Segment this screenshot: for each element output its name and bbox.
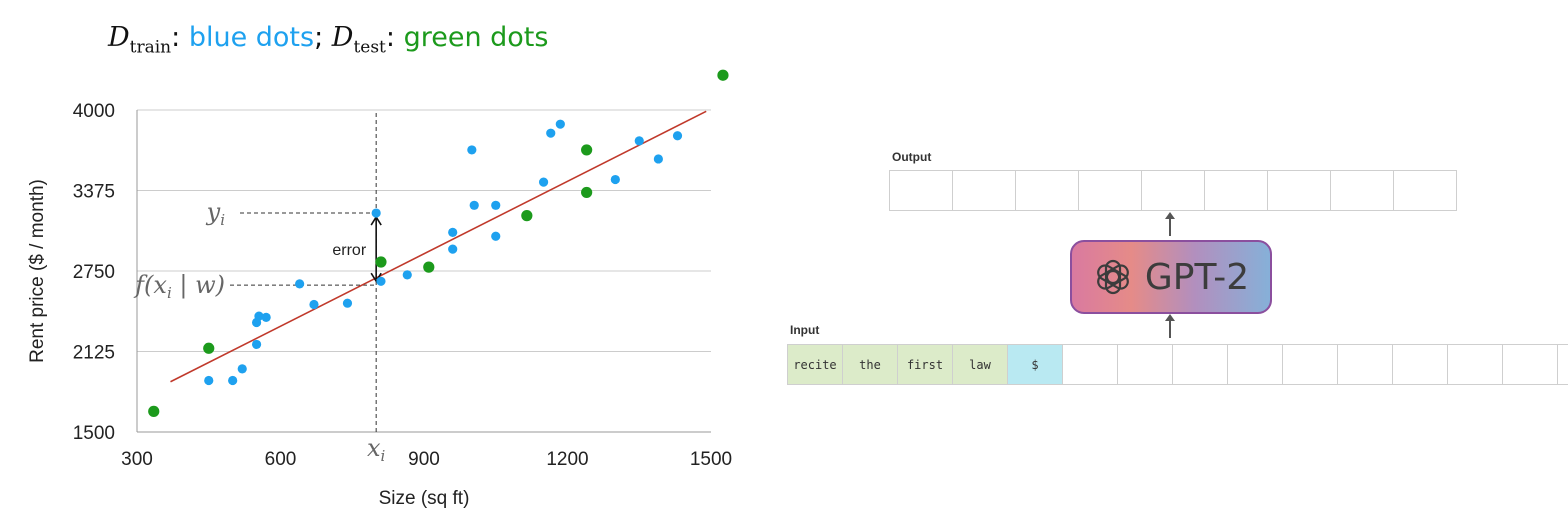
error-arrowhead-down <box>370 272 382 283</box>
input-token-cell <box>1447 344 1503 385</box>
input-token-row: recite the first law $ <box>787 344 1568 385</box>
input-token-cell <box>1337 344 1393 385</box>
train-point <box>376 276 386 286</box>
train-point <box>251 339 262 350</box>
train-point <box>295 279 305 289</box>
train-point <box>371 208 381 218</box>
x-tick-label: 1200 <box>546 449 588 470</box>
output-token-cell <box>1267 170 1331 211</box>
input-token-cell <box>1172 344 1228 385</box>
arrow-up-icon <box>1165 212 1175 236</box>
x-tick-label: 300 <box>121 449 153 470</box>
input-token-cell: first <box>897 344 953 385</box>
test-point <box>521 210 533 222</box>
train-point <box>448 227 458 237</box>
input-token-cell <box>1392 344 1448 385</box>
xi-label: xi <box>367 434 386 465</box>
y-tick-label: 2750 <box>73 262 115 283</box>
output-token-cell <box>1141 170 1205 211</box>
train-point <box>538 177 549 187</box>
input-token-cell: recite <box>787 344 843 385</box>
train-point <box>610 174 620 185</box>
train-point <box>228 375 238 386</box>
arrow-up-icon <box>1165 314 1175 338</box>
gpt2-model-box: GPT-2 <box>1070 240 1272 314</box>
output-token-cell <box>1015 170 1079 211</box>
regression-line <box>170 110 707 383</box>
train-point <box>555 119 565 129</box>
train-point <box>491 231 501 241</box>
train-point <box>204 375 214 386</box>
input-token-cell <box>1502 344 1558 385</box>
test-point <box>717 69 729 81</box>
train-point <box>467 145 477 155</box>
train-point <box>653 154 663 164</box>
input-label: Input <box>790 323 820 337</box>
train-point <box>342 298 353 308</box>
train-point <box>261 312 271 322</box>
output-token-cell <box>889 170 953 211</box>
y-tick-label: 1500 <box>73 423 115 444</box>
train-point <box>469 200 479 210</box>
input-token-cell <box>1227 344 1283 385</box>
input-token-cell: $ <box>1007 344 1063 385</box>
fx-label: f(xi | w) <box>133 271 225 302</box>
output-token-cell <box>1204 170 1268 211</box>
test-point <box>581 144 593 156</box>
input-token-cell: law <box>952 344 1008 385</box>
input-token-cell: the <box>842 344 898 385</box>
test-point <box>423 261 435 273</box>
x-tick-label: 900 <box>408 449 440 470</box>
x-tick-label: 600 <box>265 449 297 470</box>
test-point <box>203 342 215 354</box>
train-point <box>491 200 501 210</box>
train-point <box>634 136 644 146</box>
test-point <box>375 256 387 268</box>
input-token-cell <box>1282 344 1338 385</box>
output-token-cell <box>1393 170 1457 211</box>
test-point <box>148 405 160 417</box>
openai-logo-icon <box>1097 259 1129 295</box>
output-token-row <box>889 170 1457 211</box>
train-point <box>546 128 556 138</box>
test-point <box>581 186 593 199</box>
train-point <box>672 131 683 141</box>
train-point <box>448 244 458 254</box>
model-name: GPT-2 <box>1144 256 1250 298</box>
train-point <box>402 270 412 280</box>
yi-label: yi <box>206 198 226 229</box>
y-tick-label: 3375 <box>73 182 115 203</box>
chart-title: Dtrain: blue dots; Dtest: green dots <box>108 22 549 58</box>
output-token-cell <box>1078 170 1142 211</box>
y-tick-label: 2125 <box>73 343 115 364</box>
train-description: blue dots <box>188 22 315 53</box>
output-token-cell <box>952 170 1016 211</box>
output-token-cell <box>1330 170 1394 211</box>
x-axis-label: Size (sq ft) <box>379 488 470 509</box>
train-point <box>254 311 264 321</box>
gpt2-diagram: Output GPT-2 Input recite the first law $ <box>786 140 1568 400</box>
input-token-cell <box>1557 344 1568 385</box>
y-axis-label: Rent price ($ / month) <box>27 179 48 363</box>
error-label: error <box>332 242 366 259</box>
test-description: green dots <box>403 22 549 53</box>
y-tick-label: 4000 <box>73 101 115 122</box>
output-label: Output <box>892 150 932 164</box>
train-point <box>309 299 319 310</box>
input-token-cell <box>1062 344 1118 385</box>
train-point <box>237 364 247 374</box>
x-tick-label: 1500 <box>690 449 732 470</box>
input-token-cell <box>1117 344 1173 385</box>
